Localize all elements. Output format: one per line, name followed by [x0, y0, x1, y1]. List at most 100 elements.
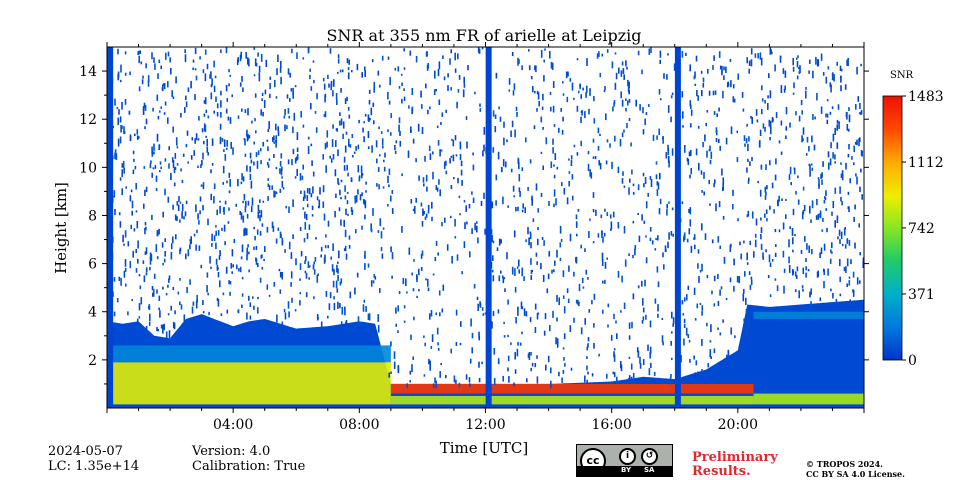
noise-speckle	[620, 364, 623, 372]
colorbar-tick-label: 0	[908, 353, 917, 369]
noise-speckle	[436, 187, 439, 192]
noise-speckle	[356, 63, 359, 71]
noise-speckle	[349, 291, 352, 299]
noise-speckle	[379, 288, 381, 293]
noise-speckle	[335, 93, 338, 100]
noise-speckle	[210, 266, 212, 269]
noise-speckle	[294, 85, 297, 88]
noise-speckle	[345, 253, 348, 260]
noise-speckle	[785, 214, 787, 219]
noise-speckle	[687, 285, 690, 290]
noise-speckle	[859, 112, 861, 115]
noise-speckle	[387, 129, 389, 133]
noise-speckle	[830, 84, 832, 93]
noise-speckle	[690, 149, 692, 156]
noise-speckle	[671, 148, 674, 156]
noise-speckle	[443, 161, 446, 170]
noise-speckle	[601, 231, 603, 235]
noise-speckle	[760, 164, 763, 170]
noise-speckle	[587, 343, 589, 348]
noise-speckle	[242, 215, 245, 223]
noise-speckle	[368, 313, 371, 321]
noise-speckle	[639, 356, 641, 364]
noise-speckle	[240, 51, 242, 59]
noise-speckle	[476, 221, 478, 224]
noise-speckle	[521, 209, 524, 213]
noise-speckle	[817, 213, 820, 220]
noise-speckle	[768, 254, 771, 263]
noise-speckle	[229, 291, 231, 296]
noise-speckle	[124, 99, 127, 105]
noise-speckle	[268, 158, 271, 161]
noise-speckle	[671, 311, 673, 319]
noise-speckle	[284, 124, 286, 132]
noise-speckle	[858, 138, 860, 147]
noise-speckle	[473, 283, 476, 289]
noise-speckle	[337, 54, 340, 59]
noise-speckle	[180, 304, 183, 310]
noise-speckle	[159, 170, 161, 173]
noise-speckle	[403, 96, 406, 101]
noise-speckle	[213, 110, 215, 114]
noise-speckle	[765, 209, 768, 215]
noise-speckle	[764, 186, 767, 193]
noise-speckle	[696, 90, 698, 97]
noise-speckle	[794, 234, 796, 237]
noise-speckle	[736, 130, 739, 134]
noise-speckle	[339, 69, 342, 73]
noise-speckle	[435, 185, 438, 190]
noise-speckle	[275, 191, 278, 195]
noise-speckle	[694, 71, 696, 79]
noise-speckle	[122, 160, 125, 168]
noise-speckle	[507, 299, 509, 305]
noise-speckle	[616, 333, 618, 339]
noise-speckle	[257, 211, 260, 219]
noise-speckle	[417, 123, 420, 132]
noise-speckle	[267, 178, 269, 181]
footer-version: Version: 4.0	[192, 444, 271, 459]
noise-speckle	[760, 227, 763, 234]
noise-speckle	[649, 351, 651, 359]
noise-speckle	[517, 306, 519, 310]
noise-speckle	[343, 219, 345, 227]
noise-speckle	[323, 213, 326, 221]
noise-speckle	[721, 65, 723, 74]
noise-speckle	[372, 208, 374, 216]
noise-speckle	[145, 267, 148, 273]
noise-speckle	[179, 219, 181, 223]
noise-speckle	[204, 73, 207, 82]
noise-speckle	[420, 90, 422, 98]
noise-speckle	[637, 184, 640, 191]
noise-speckle	[152, 288, 155, 297]
noise-speckle	[649, 320, 652, 328]
noise-speckle	[264, 89, 267, 95]
noise-speckle	[357, 165, 360, 173]
noise-speckle	[718, 51, 721, 58]
noise-speckle	[830, 249, 832, 253]
noise-speckle	[311, 160, 313, 166]
noise-speckle	[571, 82, 574, 91]
noise-speckle	[310, 86, 313, 91]
noise-speckle	[317, 316, 319, 320]
noise-speckle	[705, 122, 707, 127]
noise-speckle	[762, 252, 764, 258]
noise-speckle	[151, 150, 154, 157]
noise-speckle	[746, 57, 748, 64]
noise-speckle	[325, 165, 327, 173]
noise-speckle	[314, 111, 317, 114]
noise-speckle	[588, 309, 591, 313]
noise-speckle	[552, 138, 554, 145]
noise-speckle	[197, 138, 200, 141]
noise-speckle	[132, 169, 135, 175]
noise-speckle	[127, 311, 129, 316]
noise-speckle	[248, 135, 251, 139]
noise-speckle	[659, 59, 661, 64]
noise-speckle	[690, 104, 692, 110]
noise-speckle	[173, 167, 176, 174]
noise-speckle	[316, 196, 319, 201]
noise-speckle	[688, 340, 691, 343]
noise-speckle	[164, 251, 166, 257]
noise-speckle	[290, 271, 293, 279]
noise-speckle	[195, 300, 198, 309]
